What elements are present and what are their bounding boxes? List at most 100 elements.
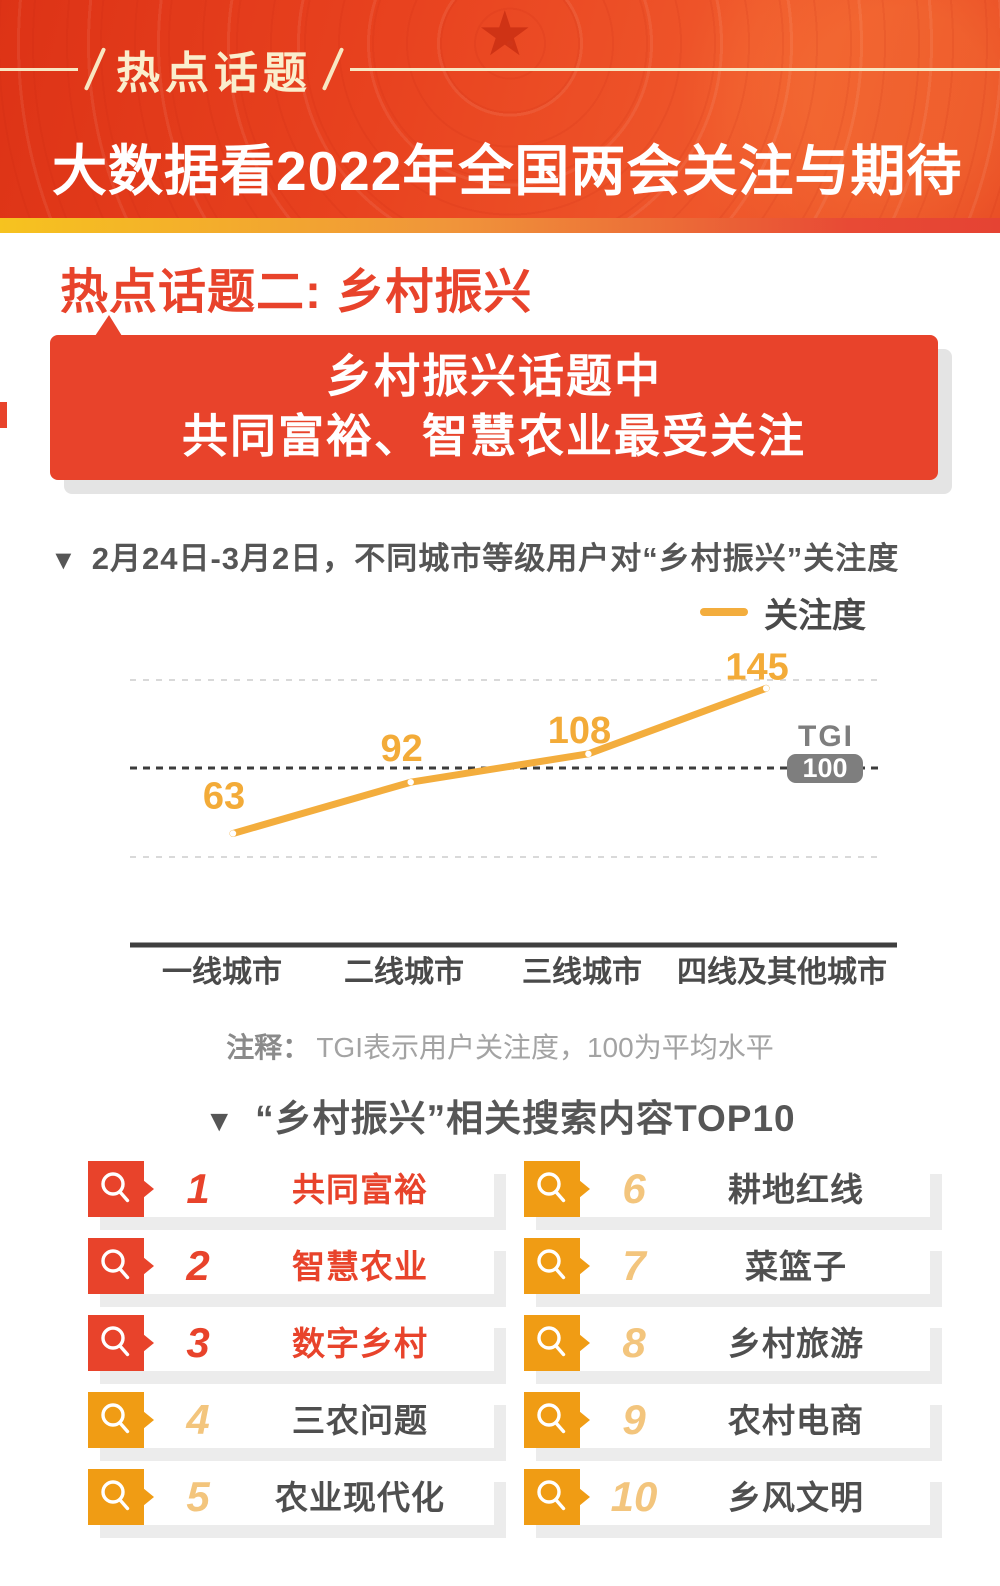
value-label: 63 <box>203 775 245 817</box>
rank-number: 8 <box>622 1319 646 1366</box>
badge-pointer-icon <box>579 1488 590 1506</box>
data-point <box>762 685 770 692</box>
search-icon <box>537 1480 566 1511</box>
badge-pointer-icon <box>579 1257 590 1275</box>
top10-item-7: 7 菜篮子 <box>524 1238 930 1294</box>
search-icon <box>101 1403 130 1434</box>
badge-pointer-icon <box>579 1411 590 1429</box>
chart-note: 注释： TGI表示用户关注度，100为平均水平 <box>0 1026 1000 1066</box>
top10-item-8: 8 乡村旅游 <box>524 1315 930 1371</box>
x-axis-label: 二线城市 <box>344 955 464 989</box>
rank-label: 三农问题 <box>292 1402 428 1439</box>
search-badge <box>524 1469 590 1525</box>
data-point <box>229 830 237 837</box>
dome-pattern-decoration <box>0 0 1000 218</box>
rank-number: 1 <box>186 1165 210 1212</box>
value-label: 108 <box>548 710 611 752</box>
top10-item-2: 2 智慧农业 <box>88 1238 494 1294</box>
badge-pointer-icon <box>143 1334 154 1352</box>
tgi-label: TGI <box>798 720 854 753</box>
search-icon <box>537 1249 566 1280</box>
rank-number: 5 <box>186 1473 210 1520</box>
header-banner: ★ 热点话题 大数据看2022年全国两会关注与期待 <box>0 0 1000 218</box>
top10-item-5: 5 农业现代化 <box>88 1469 494 1525</box>
rank-label: 乡村旅游 <box>728 1325 864 1362</box>
hot-topic-badge-row: 热点话题 <box>0 46 1000 98</box>
top10-item-4: 4 三农问题 <box>88 1392 494 1448</box>
star-icon: ★ <box>477 0 533 69</box>
top10-item-9: 9 农村电商 <box>524 1392 930 1448</box>
slash-icon <box>83 47 107 91</box>
banner-line-2: 共同富裕、智慧农业最受关注 <box>182 410 806 462</box>
note-text: TGI表示用户关注度，100为平均水平 <box>316 1032 774 1063</box>
top10-item-3: 3 数字乡村 <box>88 1315 494 1371</box>
badge-pointer-icon <box>143 1411 154 1429</box>
note-prefix: 注释： <box>226 1032 311 1063</box>
search-badge <box>88 1392 154 1448</box>
rank-label: 数字乡村 <box>292 1325 428 1362</box>
triangle-marker-icon: ▼ <box>204 1105 236 1138</box>
search-icon <box>537 1403 566 1434</box>
rank-label: 共同富裕 <box>292 1171 428 1208</box>
slash-icon <box>321 47 345 91</box>
legend-line-swatch-icon <box>700 608 748 616</box>
tgi-value: 100 <box>802 753 847 783</box>
search-icon <box>101 1172 130 1203</box>
hot-topic-badge: 热点话题 <box>116 49 312 98</box>
search-icon <box>537 1172 566 1203</box>
top10-item-10: 10 乡风文明 <box>524 1469 930 1525</box>
rank-number: 9 <box>622 1396 646 1443</box>
chart-title-text: 2月24日-3月2日，不同城市等级用户对“乡村振兴”关注度 <box>91 541 900 576</box>
data-point <box>585 750 592 758</box>
rank-label: 智慧农业 <box>292 1248 428 1285</box>
rank-label: 耕地红线 <box>728 1171 864 1208</box>
chart-title: ▼ 2月24日-3月2日，不同城市等级用户对“乡村振兴”关注度 <box>50 533 899 578</box>
rank-number: 4 <box>186 1396 210 1443</box>
search-icon <box>101 1249 130 1280</box>
series-layer: 63 一线城市 92 二线城市 108 三线城市 145 四线及其他城市 <box>162 646 887 989</box>
badge-pointer-icon <box>143 1488 154 1506</box>
search-badge <box>88 1238 154 1294</box>
search-badge <box>88 1315 154 1371</box>
rank-label: 菜篮子 <box>745 1248 847 1285</box>
search-badge <box>524 1238 590 1294</box>
page-title: 大数据看2022年全国两会关注与期待 <box>52 140 963 202</box>
search-icon <box>101 1326 130 1357</box>
search-badge <box>88 1469 154 1525</box>
search-badge <box>88 1161 154 1217</box>
section-heading: 热点话题二: 乡村振兴 <box>60 266 533 319</box>
x-axis-label: 四线及其他城市 <box>677 955 887 989</box>
search-icon <box>101 1480 130 1511</box>
top10-item-6: 6 耕地红线 <box>524 1161 930 1217</box>
x-axis-label: 一线城市 <box>162 955 282 989</box>
badge-pointer-icon <box>579 1180 590 1198</box>
top10-item-1: 1 共同富裕 <box>88 1161 494 1217</box>
value-label: 145 <box>725 646 788 688</box>
top10-title: ▼ “乡村振兴”相关搜索内容TOP10 <box>0 1088 1000 1142</box>
badge-rule-right <box>350 67 1000 71</box>
rank-number: 10 <box>610 1473 658 1520</box>
tgi-badge <box>787 754 863 783</box>
rank-number: 6 <box>622 1165 646 1212</box>
rank-number: 2 <box>186 1242 210 1289</box>
x-axis-label: 三线城市 <box>522 955 642 989</box>
chart-legend: 关注度 <box>700 592 866 635</box>
banner-line-1: 乡村振兴话题中 <box>326 350 662 402</box>
search-badge <box>524 1315 590 1371</box>
legend-label: 关注度 <box>764 596 866 635</box>
rank-label: 乡风文明 <box>728 1479 864 1516</box>
line-chart: 63 一线城市 92 二线城市 108 三线城市 145 四线及其他城市 TGI 100 <box>130 646 897 989</box>
rank-label: 农业现代化 <box>275 1479 445 1516</box>
rank-number: 7 <box>622 1242 646 1289</box>
rank-number: 3 <box>186 1319 210 1366</box>
badge-pointer-icon <box>143 1257 154 1275</box>
badge-pointer-icon <box>579 1334 590 1352</box>
search-icon <box>537 1326 566 1357</box>
value-label: 92 <box>381 728 423 770</box>
attention-line <box>229 684 770 837</box>
gradient-stripe-decoration <box>0 218 1000 233</box>
top10-grid: 1 共同富裕 2 智慧农业 3 数字乡村 4 三农问题 5 农业现代化 6 耕地红线 7 菜篮子 8 乡村旅游… <box>88 1161 930 1525</box>
highlight-banner: 乡村振兴话题中 共同富裕、智慧农业最受关注 <box>50 315 938 480</box>
search-badge <box>524 1161 590 1217</box>
